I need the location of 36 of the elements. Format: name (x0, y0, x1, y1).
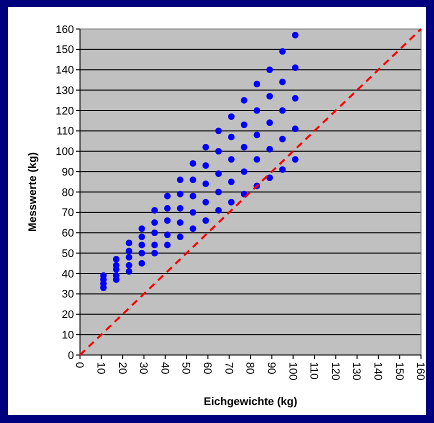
y-tick-label: 10 (62, 329, 74, 342)
x-tick-label: 30 (137, 362, 150, 374)
x-tick-label: 50 (180, 362, 192, 374)
x-tick-label: 160 (414, 362, 426, 380)
y-tick-label: 60 (62, 228, 74, 240)
y-tick-label: 50 (62, 248, 74, 260)
x-tick-label: 90 (264, 362, 277, 374)
y-tick-label: 80 (62, 186, 74, 199)
x-tick-label: 40 (158, 362, 170, 374)
y-tick-label: 110 (56, 126, 74, 138)
y-tick-label: 150 (56, 44, 74, 56)
x-tick-label: 20 (116, 362, 128, 374)
x-tick-label: 80 (244, 362, 256, 374)
x-tick-label: 120 (328, 362, 341, 380)
y-tick-label: 40 (62, 268, 74, 280)
x-axis-title: Eichgewichte (kg) (204, 396, 298, 408)
y-tick-label: 100 (56, 146, 74, 158)
y-tick-label: 140 (56, 64, 74, 77)
y-tick-label: 130 (56, 84, 74, 97)
x-tick-label: 60 (201, 362, 214, 374)
y-tick-label: 120 (56, 105, 74, 118)
y-tick-label: 70 (62, 207, 74, 220)
x-tick-label: 150 (392, 362, 405, 380)
x-tick-label: 110 (308, 362, 320, 380)
y-tick-label: 90 (62, 166, 74, 178)
y-tick-label: 0 (68, 350, 74, 362)
x-tick-label: 70 (222, 362, 234, 374)
y-axis-title: Messwerte (kg) (27, 152, 39, 232)
y-tick-label: 20 (62, 309, 74, 322)
x-tick-label: 10 (94, 362, 106, 374)
x-tick-label: 100 (286, 362, 298, 380)
y-tick-label: 30 (62, 288, 74, 301)
x-tick-label: 140 (372, 362, 384, 380)
y-tick-label: 160 (56, 24, 74, 36)
x-tick-label: 130 (350, 362, 362, 380)
x-tick-label: 0 (73, 362, 86, 368)
